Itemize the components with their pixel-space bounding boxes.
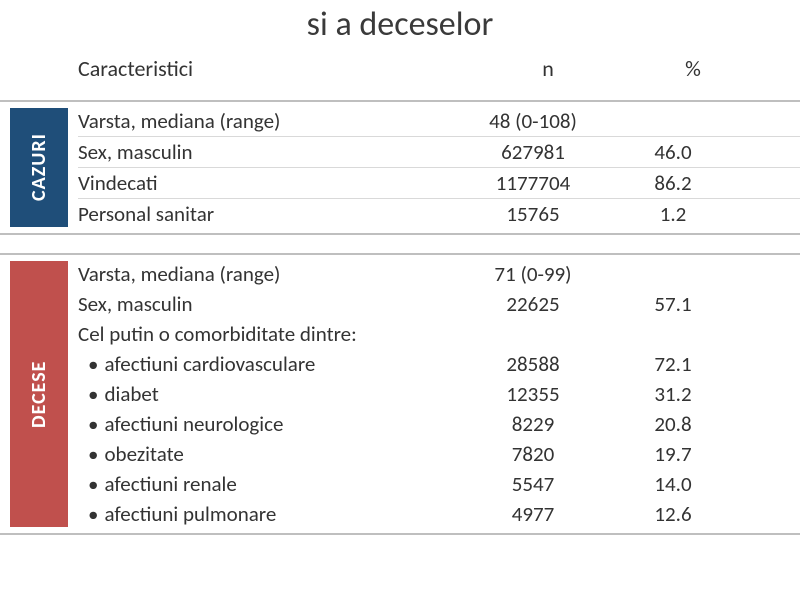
bullet-label: diabet	[104, 381, 158, 407]
row-label: Vindecati	[78, 170, 448, 196]
row-pct	[618, 261, 728, 287]
row-label: •afectiuni pulmonare	[78, 501, 448, 527]
row-pct: 72.1	[618, 351, 728, 377]
bullet-icon: •	[88, 441, 98, 467]
row-label: Personal sanitar	[78, 201, 448, 227]
row-label: Varsta, mediana (range)	[78, 108, 448, 134]
decese-rows: Varsta, mediana (range) 71 (0-99) Sex, m…	[78, 255, 800, 533]
table-row: Varsta, mediana (range) 48 (0-108)	[78, 106, 800, 137]
bullet-icon: •	[88, 471, 98, 497]
row-label: Cel putin o comorbiditate dintre:	[78, 321, 448, 347]
row-n: 15765	[448, 201, 618, 227]
row-n: 4977	[448, 501, 618, 527]
bullet-label: obezitate	[104, 441, 183, 467]
row-pct: 12.6	[618, 501, 728, 527]
row-n: 28588	[448, 351, 618, 377]
table-row: •afectiuni neurologice 8229 20.8	[78, 409, 800, 439]
row-n: 48 (0-108)	[448, 108, 618, 134]
bullet-icon: •	[88, 501, 98, 527]
row-n: 12355	[448, 381, 618, 407]
table-row: Sex, masculin 627981 46.0	[78, 137, 800, 168]
page-title: si a deceselor	[0, 4, 800, 45]
header-pct: %	[638, 55, 748, 82]
table-row: Sex, masculin 22625 57.1	[78, 289, 800, 319]
row-label: •diabet	[78, 381, 448, 407]
bullet-icon: •	[88, 381, 98, 407]
table-row: Cel putin o comorbiditate dintre:	[78, 319, 800, 349]
section-label-decese: DECESE	[10, 261, 68, 527]
bullet-icon: •	[88, 351, 98, 377]
row-pct: 14.0	[618, 471, 728, 497]
row-n: 22625	[448, 291, 618, 317]
section-label-cazuri: CAZURI	[10, 108, 68, 227]
row-label: •obezitate	[78, 441, 448, 467]
row-n: 71 (0-99)	[448, 261, 618, 287]
row-pct: 86.2	[618, 170, 728, 196]
row-label: Sex, masculin	[78, 291, 448, 317]
row-n: 627981	[448, 139, 618, 165]
row-n: 7820	[448, 441, 618, 467]
column-headers: Caracteristici n %	[78, 55, 800, 82]
bullet-label: afectiuni neurologice	[104, 411, 283, 437]
table-row: •afectiuni renale 5547 14.0	[78, 469, 800, 499]
header-n: n	[458, 55, 638, 82]
table-row: Vindecati 1177704 86.2	[78, 168, 800, 199]
row-label: Sex, masculin	[78, 139, 448, 165]
row-n	[448, 321, 618, 347]
bullet-label: afectiuni pulmonare	[104, 501, 276, 527]
table-row: •obezitate 7820 19.7	[78, 439, 800, 469]
header-characteristic: Caracteristici	[78, 55, 458, 82]
row-label: Varsta, mediana (range)	[78, 261, 448, 287]
cazuri-rows: Varsta, mediana (range) 48 (0-108) Sex, …	[78, 102, 800, 233]
row-pct: 31.2	[618, 381, 728, 407]
bullet-label: afectiuni cardiovasculare	[104, 351, 315, 377]
table-row: •diabet 12355 31.2	[78, 379, 800, 409]
row-pct: 20.8	[618, 411, 728, 437]
section-cazuri: CAZURI Varsta, mediana (range) 48 (0-108…	[0, 100, 800, 235]
row-pct	[618, 108, 728, 134]
row-n: 1177704	[448, 170, 618, 196]
row-n: 8229	[448, 411, 618, 437]
row-n: 5547	[448, 471, 618, 497]
row-label: •afectiuni cardiovasculare	[78, 351, 448, 377]
bullet-icon: •	[88, 411, 98, 437]
row-pct: 57.1	[618, 291, 728, 317]
row-pct: 19.7	[618, 441, 728, 467]
bullet-label: afectiuni renale	[104, 471, 236, 497]
table-row: Varsta, mediana (range) 71 (0-99)	[78, 259, 800, 289]
row-label: •afectiuni renale	[78, 471, 448, 497]
row-pct	[618, 321, 728, 347]
table-row: •afectiuni cardiovasculare 28588 72.1	[78, 349, 800, 379]
table-row: •afectiuni pulmonare 4977 12.6	[78, 499, 800, 529]
table-row: Personal sanitar 15765 1.2	[78, 199, 800, 229]
section-decese: DECESE Varsta, mediana (range) 71 (0-99)…	[0, 253, 800, 535]
row-pct: 1.2	[618, 201, 728, 227]
row-label: •afectiuni neurologice	[78, 411, 448, 437]
row-pct: 46.0	[618, 139, 728, 165]
